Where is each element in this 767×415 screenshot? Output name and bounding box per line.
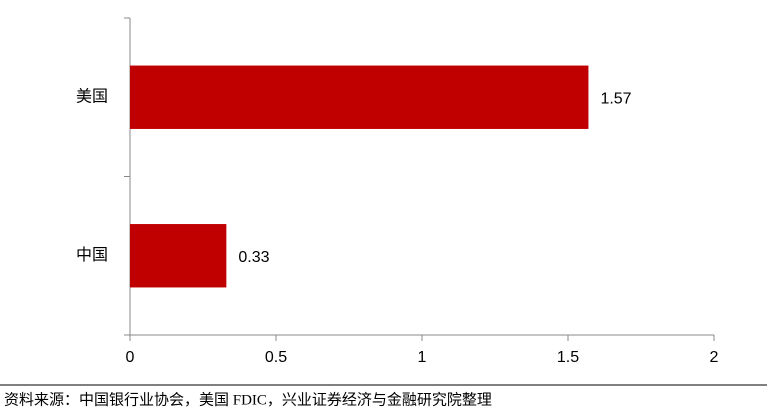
x-tick-label: 1	[418, 349, 427, 366]
x-tick-label: 0.5	[265, 349, 287, 366]
x-tick-label: 1.5	[557, 349, 579, 366]
bar	[130, 65, 589, 129]
y-tick-label: 中国	[76, 246, 108, 264]
source-note: 资料来源：中国银行业协会，美国 FDIC，兴业证券经济与金融研究院整理	[4, 390, 492, 408]
x-tick-label: 2	[710, 349, 719, 366]
value-label: 0.33	[238, 249, 269, 266]
x-tick-label: 0	[126, 349, 135, 366]
y-tick-label: 美国	[76, 87, 108, 105]
bar	[130, 224, 227, 288]
value-label: 1.57	[600, 90, 631, 107]
